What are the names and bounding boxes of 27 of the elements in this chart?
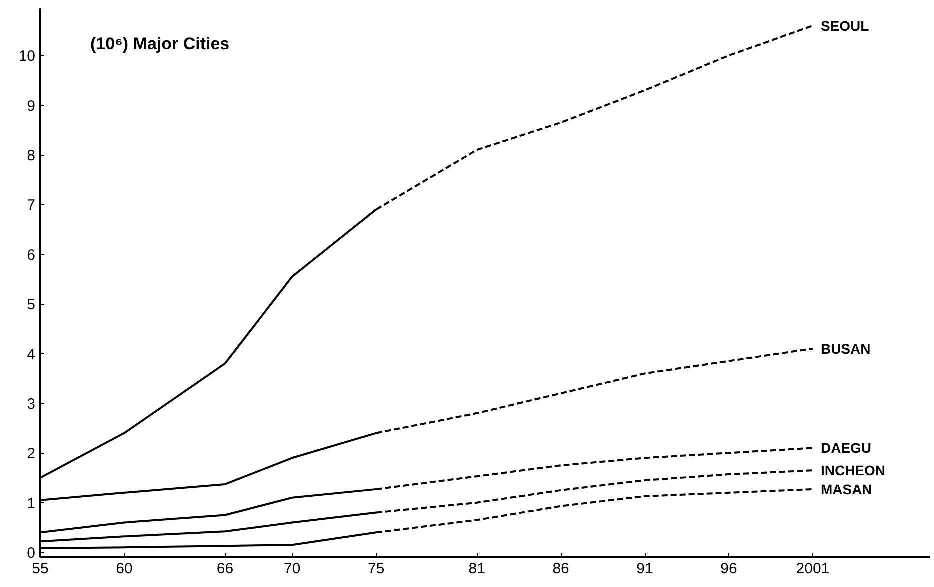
y-tick-label: 2 [27, 446, 36, 463]
series-label: DAEGU [820, 440, 872, 456]
x-tick-label: 2001 [796, 560, 830, 578]
y-tick-label: 1 [27, 495, 36, 512]
series-label: INCHEON [820, 462, 886, 479]
y-tick-label: 9 [27, 98, 36, 115]
y-tick-label: 7 [27, 197, 36, 214]
x-tick-label: 75 [368, 560, 385, 578]
y-tick-label: 6 [27, 246, 36, 264]
x-tick-label: 81 [468, 560, 486, 578]
x-tick-label: 55 [32, 560, 49, 578]
y-tick-label: 5 [27, 296, 36, 314]
y-tick-label: 4 [27, 346, 36, 364]
y-tick-label: 0 [27, 545, 36, 562]
x-tick-label: 91 [636, 560, 654, 578]
series-label: MASAN [820, 481, 872, 498]
x-tick-label: 96 [720, 560, 738, 578]
x-tick-label: 86 [552, 560, 570, 578]
series-label: SEOUL [820, 18, 870, 34]
y-tick-label: 8 [27, 148, 36, 165]
series-label: BUSAN [820, 340, 871, 357]
x-tick-label: 66 [216, 560, 234, 578]
x-tick-label: 70 [284, 560, 301, 578]
y-tick-label: 3 [27, 396, 36, 413]
y-tick-label: 10 [18, 48, 36, 66]
x-tick-label: 60 [116, 560, 133, 578]
text: (10⁶) Major Cities [90, 34, 230, 54]
